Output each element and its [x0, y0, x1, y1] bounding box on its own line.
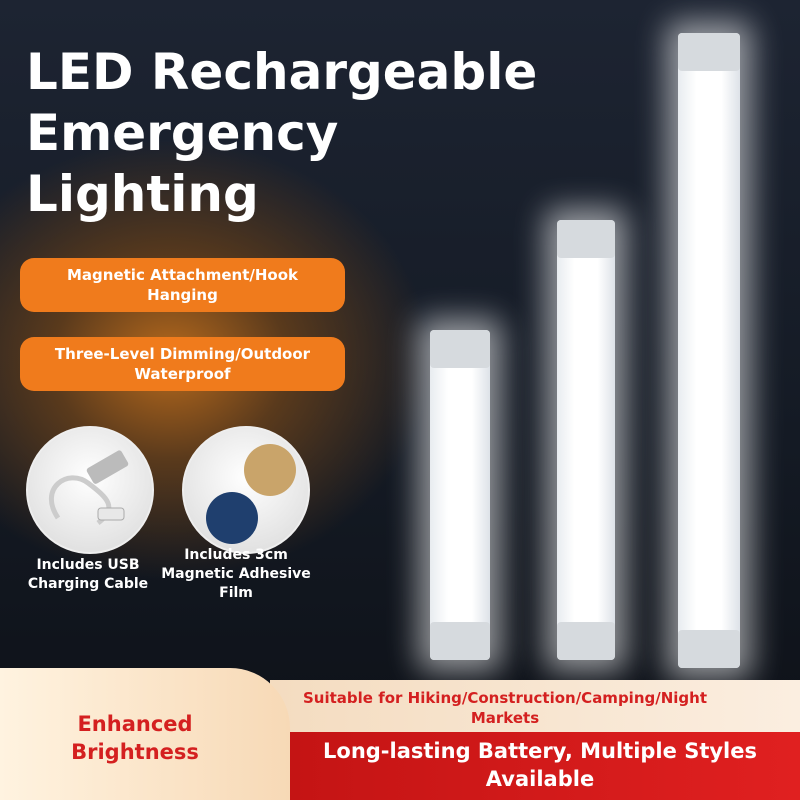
uses-text: Suitable for Hiking/Construction/Camping…: [303, 689, 707, 727]
highlight-text: Enhanced Brightness: [71, 712, 199, 764]
tube-cap: [557, 220, 615, 258]
light-tube-medium: [557, 220, 615, 660]
tube-cap: [557, 622, 615, 660]
highlight-panel: [0, 668, 290, 800]
accessory-caption: Includes 3cm Magnetic Adhesive Film: [161, 547, 311, 601]
banner-text: Long-lasting Battery, Multiple Styles Av…: [323, 739, 757, 791]
light-tube-large: [678, 33, 740, 668]
light-tube-small: [430, 330, 490, 660]
title-line: LED Rechargeable: [26, 43, 538, 101]
accessory-caption: Includes USB Charging Cable: [27, 557, 149, 592]
tube-cap: [678, 33, 740, 71]
film-icon: [206, 444, 296, 544]
title: LED Rechargeable Emergency Lighting: [26, 42, 537, 225]
adhesive-film-image: [182, 426, 310, 554]
battery-banner: [290, 732, 800, 800]
title-line: Lighting: [26, 165, 259, 223]
cable-icon: [49, 450, 129, 525]
tube-cap: [430, 330, 490, 368]
title-line: Emergency: [26, 104, 339, 162]
uses-strip: [270, 680, 800, 732]
usb-cable-image: [26, 426, 154, 554]
tube-cap: [430, 622, 490, 660]
feature-badge: Three-Level Dimming/Outdoor Waterproof: [20, 337, 345, 391]
tube-cap: [678, 630, 740, 668]
feature-badge: Magnetic Attachment/Hook Hanging: [20, 258, 345, 312]
